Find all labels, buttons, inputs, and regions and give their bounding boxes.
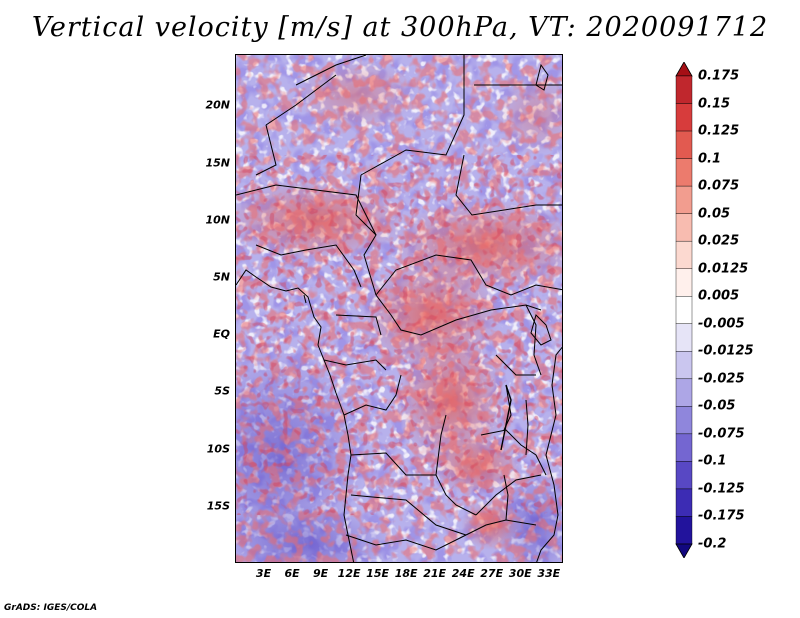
grads-credit: GrADS: IGES/COLA [4,603,98,613]
lat-tick-label: 20N [205,98,230,112]
lon-tick-label: 33E [537,567,561,580]
colorbar-tick-label: 0.025 [698,233,740,249]
colorbar-tick-label: 0.125 [698,123,740,139]
lon-tick-label: 6E [284,567,300,580]
lon-tick-label: 18E [394,567,418,580]
colorbar-segment [675,130,693,159]
colorbar-segment [675,268,693,297]
colorbar-segment [675,103,693,132]
strong-updraft-texture [236,155,562,515]
colorbar-tick-label: 0.15 [698,96,731,112]
colorbar-tick-label: -0.2 [698,536,727,552]
colorbar-segment [675,461,693,490]
colorbar-tick-label: -0.05 [698,398,736,414]
colorbar-tick-label: 0.005 [698,288,740,304]
colorbar-segment [675,213,693,242]
lat-tick-label: 15S [206,499,230,513]
lon-tick-label: 12E [337,567,361,580]
colorbar-max-arrow [675,62,693,77]
lon-tick-label: 9E [312,567,329,580]
lat-tick-label: 15N [205,156,230,170]
velocity-field-map [236,55,562,562]
lat-tick-label: EQ [213,327,230,341]
colorbar-min-arrow [675,543,693,558]
colorbar-segment [675,185,693,214]
lon-tick-label: 27E [480,567,504,580]
lon-tick-label: 30E [508,567,532,580]
colorbar-tick-label: -0.125 [698,481,745,497]
colorbar-segment [675,240,693,269]
lat-tick-label: 5S [214,384,230,398]
colorbar-segment [675,516,693,545]
colorbar-segment [675,351,693,380]
lon-tick-label: 24E [451,567,475,580]
lon-tick-label: 3E [255,567,272,580]
colorbar-tick-label: 0.05 [698,206,731,222]
colorbar [675,62,693,558]
colorbar-segment [675,378,693,407]
colorbar-segment [675,406,693,435]
colorbar-tick-label: -0.005 [698,316,745,332]
chart-title: Vertical velocity [m/s] at 300hPa, VT: 2… [31,12,769,43]
lat-tick-label: 10S [206,442,230,456]
colorbar-tick-label: -0.1 [698,453,727,469]
colorbar-tick-label: 0.1 [698,151,722,167]
colorbar-tick-label: 0.0125 [698,261,749,277]
colorbar-segment [675,488,693,517]
colorbar-tick-label: -0.075 [698,426,745,442]
colorbar-tick-label: -0.175 [698,508,745,524]
colorbar-segment [675,323,693,352]
lon-tick-label: 21E [423,567,447,580]
colorbar-tick-label: 0.075 [698,178,740,194]
lat-tick-label: 5N [213,270,230,284]
colorbar-segment [675,75,693,104]
colorbar-tick-label: 0.175 [698,68,740,84]
colorbar-segment [675,433,693,462]
colorbar-tick-label: -0.0125 [698,343,754,359]
country-borders [236,55,562,562]
colorbar-segment [675,158,693,187]
lon-tick-label: 15E [366,567,390,580]
colorbar-segment [675,296,693,324]
colorbar-tick-label: -0.025 [698,371,745,387]
map-plot-area [235,54,563,563]
lat-tick-label: 10N [205,213,230,227]
